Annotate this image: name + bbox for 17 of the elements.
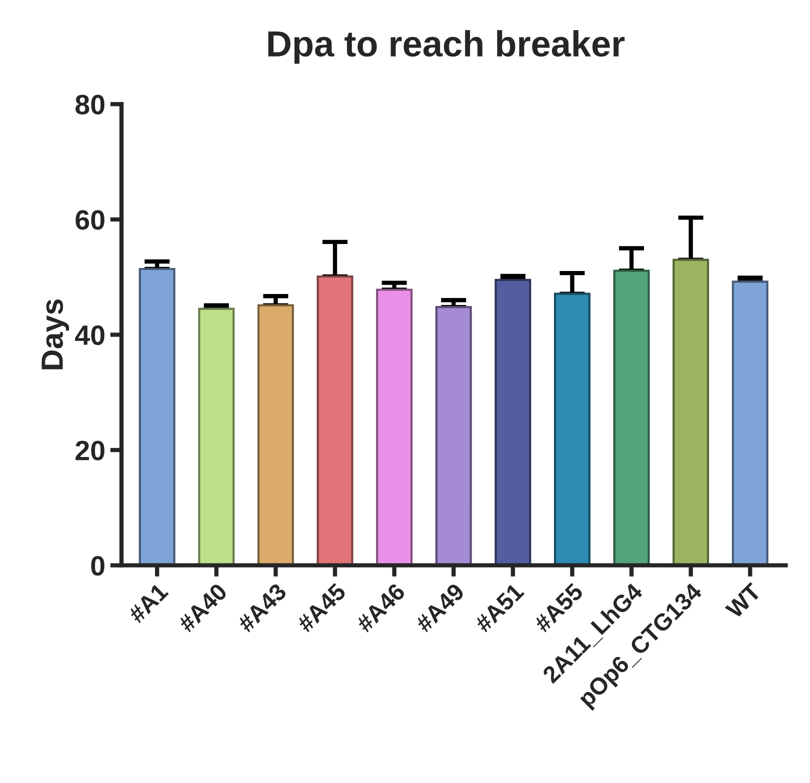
y-tick-label: 80 — [76, 94, 104, 114]
bar — [554, 292, 590, 566]
bar — [257, 304, 294, 566]
y-axis-title: Days — [42, 299, 70, 370]
bar — [672, 258, 710, 566]
chart-title: Dpa to reach breaker — [268, 30, 625, 64]
bar — [316, 275, 354, 566]
y-tick-label: 60 — [76, 210, 104, 230]
bar — [138, 268, 176, 566]
x-tick-label: #A1 — [127, 582, 169, 624]
bar — [435, 306, 472, 566]
y-tick-label: 40 — [75, 325, 104, 346]
x-tick-label: WT — [724, 582, 762, 620]
bar — [613, 270, 650, 566]
bar — [376, 288, 413, 566]
y-tick-label: 0 — [91, 556, 104, 576]
y-tick-label: 20 — [76, 440, 104, 460]
